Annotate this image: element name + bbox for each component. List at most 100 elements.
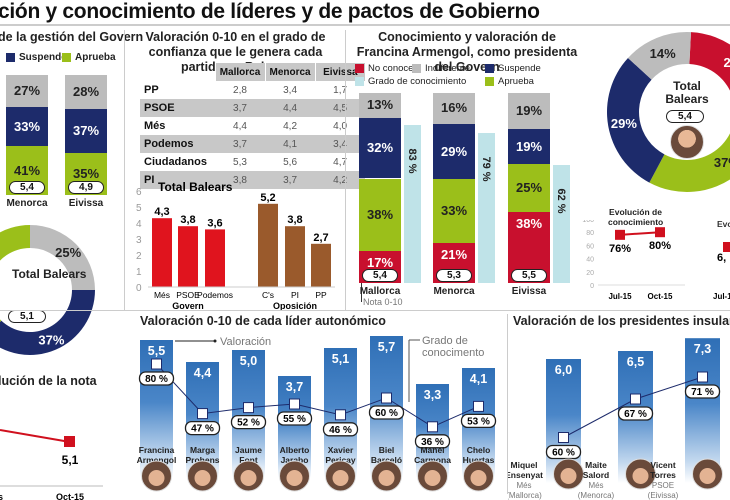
stacked-segment: 16%: [433, 93, 475, 124]
conocimiento-point: [697, 371, 708, 383]
category-label: Menorca: [6, 198, 48, 209]
leader-name: Alberto: [280, 445, 310, 455]
slice-label: 25%: [55, 245, 81, 260]
table-row: PSOE 3,7 4,4 4,5: [140, 99, 366, 117]
segment-label: 17%: [366, 254, 394, 270]
y-tick-label: 2: [136, 251, 142, 262]
category-label: Mallorca: [359, 286, 401, 297]
stacked-segment: 19%: [508, 93, 550, 129]
segment-label: 19%: [515, 138, 543, 154]
bar: [186, 362, 219, 478]
category-label: Menorca: [433, 286, 475, 297]
table-row: Més 4,4 4,2 4,0: [140, 117, 365, 135]
segment-label: 29%: [440, 143, 468, 159]
leader-name: Ensenyat: [508, 470, 543, 480]
armengol-total-donut: 2 37% 29% 14%: [607, 32, 730, 192]
gestion-total-donut: 25% 37%: [0, 225, 95, 355]
leader-name: Font: [239, 455, 258, 465]
conocimiento-pill: [460, 413, 497, 429]
x-tick-label: Podemos: [197, 290, 233, 300]
bar-value-label: 5,2: [260, 192, 275, 204]
chart-title: Total Balears: [158, 180, 233, 194]
segment-label: 28%: [72, 83, 100, 99]
point-label: 76%: [609, 243, 631, 255]
y-tick-label: 1: [136, 267, 142, 278]
annotation-valoracion: Valoración: [220, 336, 271, 348]
conocimiento-point: [381, 392, 392, 404]
bar-value-label: 4,4: [194, 366, 211, 380]
leader-face: [332, 470, 349, 486]
data-point: [723, 242, 730, 252]
conocimiento-label: 60 %: [375, 408, 398, 419]
party-name: Més: [144, 120, 166, 132]
leader-name: Jaume: [235, 445, 262, 455]
y-tick-label: 60: [586, 243, 594, 250]
divider: [345, 30, 346, 310]
legend-swatch: [485, 77, 494, 86]
divider: [124, 30, 125, 310]
evolucion-nota-title: lución de la nota: [0, 374, 97, 388]
leader-name: Miquel: [511, 460, 538, 470]
legend-swatch: [485, 64, 494, 73]
conocimiento-pill: [138, 371, 175, 386]
presidentes-title: Valoración de los presidentes insulares …: [513, 314, 730, 328]
stacked-segment: 38%: [359, 178, 401, 251]
armengol-title: Conocimiento y valoración de Francina Ar…: [356, 30, 578, 74]
legend-suspende: Suspende: [6, 52, 67, 63]
bar-value-label: 5,5: [148, 344, 165, 358]
bar-value-label: 7,3: [694, 342, 711, 356]
cell-value: 4,1: [265, 135, 316, 153]
stacked-segment: 28%: [65, 75, 107, 109]
point-label: 5,1: [62, 453, 79, 467]
confianza-title: Valoración 0-10 en el grado de confianza…: [145, 30, 326, 74]
stacked-segment: 33%: [6, 107, 48, 147]
conocimiento-point: [473, 400, 484, 412]
leader-name: Barceló: [371, 455, 402, 465]
donut-slice: [30, 225, 95, 290]
page-title: ción y conocimiento de líderes y de pact…: [0, 0, 540, 23]
leader-name: Biel: [379, 445, 395, 455]
stacked-segment: 33%: [433, 179, 475, 243]
slice-label: 2: [724, 55, 730, 70]
note-pointer: [361, 280, 362, 302]
evolucion-conocimiento-chart: 0 20 40 60 80 100 76% Jul-15 80% Oct-15: [582, 220, 685, 301]
leader-party: (Eivissa): [648, 491, 679, 500]
leader-name: Prohens: [185, 455, 219, 465]
leader-face: [240, 470, 257, 486]
bar: [285, 226, 305, 287]
bar-value-label: 3,8: [287, 214, 302, 226]
slice-label: 29%: [611, 116, 637, 131]
donut-slice: [649, 133, 730, 192]
leader-face: [378, 470, 395, 486]
donut-slice: [0, 290, 95, 355]
leader-party: (Mallorca): [508, 491, 542, 500]
conocimiento-pill: [368, 405, 405, 420]
leader-face: [424, 470, 441, 486]
legend-item: No conoce: [355, 63, 413, 74]
conocimiento-pill: [276, 411, 313, 426]
table-header: Mallorca Menorca Eivissa: [140, 63, 366, 81]
segment-label: 37%: [72, 122, 100, 138]
bar: [152, 218, 172, 287]
x-tick-label: PSOE: [176, 290, 200, 300]
table-row: Podemos 3,7 4,1 3,4: [140, 135, 366, 153]
stacked-segment: 13%: [359, 93, 401, 118]
leader-face: [286, 470, 303, 486]
legend-label: Aprueba: [75, 52, 116, 63]
evolucion-nota-armengol-chart: Evo 6, Jul-15: [713, 219, 730, 301]
nota-caption: Nota 0-10: [363, 297, 403, 307]
point-label: 6,: [717, 252, 726, 264]
annotation-conocimiento: Grado de: [422, 335, 468, 347]
stacked-segment: 19%: [508, 128, 550, 165]
column-header: Eivissa: [314, 63, 366, 81]
cell-value: 4,4: [265, 99, 316, 117]
bar-value-label: 2,7: [313, 232, 328, 244]
lideres-title: Valoración 0-10 de cada líder autonómico: [140, 314, 386, 328]
y-tick-label: 5: [136, 203, 142, 214]
bar: [178, 226, 198, 287]
bar: [232, 350, 265, 478]
conocimiento-pill: [684, 384, 721, 399]
section-rule: [0, 310, 730, 311]
leader-name: Manel: [420, 445, 444, 455]
segment-label: 35%: [72, 166, 100, 181]
